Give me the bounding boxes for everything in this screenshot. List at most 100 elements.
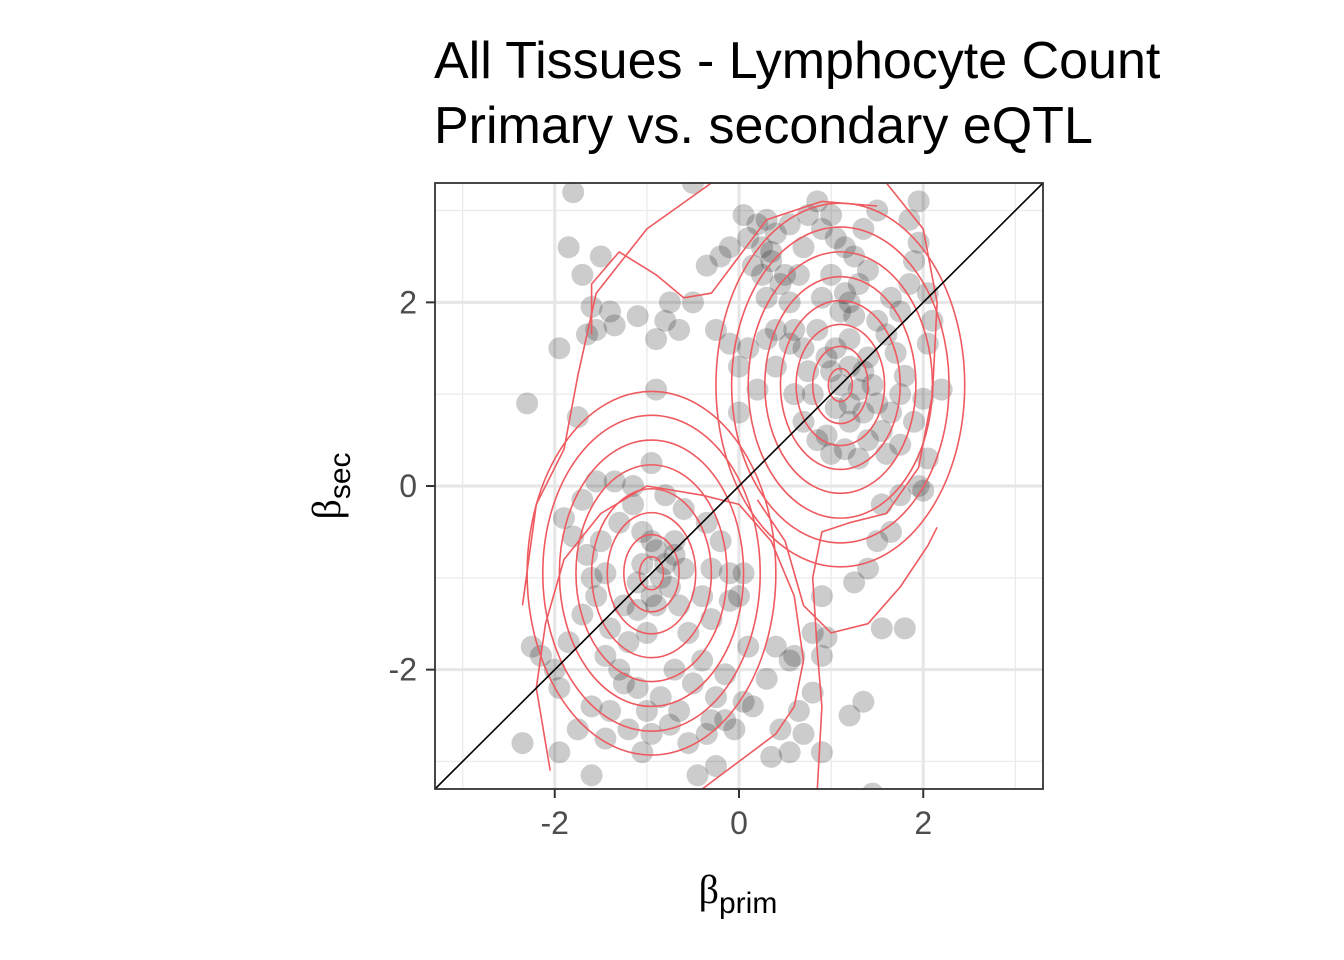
data-point bbox=[787, 699, 810, 722]
data-point bbox=[741, 254, 764, 277]
data-point bbox=[635, 699, 658, 722]
data-point bbox=[626, 677, 649, 699]
data-point bbox=[783, 383, 806, 406]
data-point bbox=[856, 429, 879, 452]
data-point bbox=[912, 387, 935, 410]
data-point bbox=[783, 644, 806, 667]
data-point bbox=[810, 585, 833, 608]
data-point bbox=[746, 213, 769, 236]
data-point bbox=[640, 452, 663, 475]
data-point bbox=[787, 263, 810, 286]
data-point bbox=[566, 718, 589, 741]
data-point bbox=[880, 286, 902, 309]
data-point bbox=[663, 658, 686, 681]
data-point bbox=[824, 396, 847, 419]
data-point bbox=[838, 704, 861, 727]
data-point bbox=[732, 690, 755, 713]
data-point bbox=[856, 259, 879, 282]
x-tick-label: 2 bbox=[914, 805, 932, 841]
y-tick-label: 0 bbox=[399, 468, 417, 504]
data-point bbox=[686, 764, 709, 787]
contour-line bbox=[638, 555, 665, 591]
x-axis-label-symbol: β bbox=[699, 867, 719, 912]
data-point bbox=[829, 300, 852, 323]
data-point bbox=[668, 699, 691, 722]
contour-line bbox=[575, 464, 728, 683]
data-point bbox=[778, 332, 801, 355]
data-point bbox=[792, 236, 815, 259]
data-point bbox=[778, 291, 801, 314]
data-point bbox=[626, 571, 649, 594]
data-point bbox=[562, 183, 585, 204]
data-point bbox=[626, 598, 649, 621]
x-axis-label: βprim bbox=[699, 867, 778, 920]
data-point bbox=[801, 681, 824, 704]
data-point bbox=[704, 755, 727, 778]
data-point bbox=[893, 617, 916, 640]
y-tick-label: 2 bbox=[399, 284, 417, 320]
x-tick-label: -2 bbox=[541, 805, 569, 841]
data-point bbox=[709, 245, 732, 268]
data-point bbox=[760, 250, 783, 273]
data-point bbox=[649, 686, 672, 709]
data-point bbox=[723, 718, 746, 741]
y-axis-label-symbol: β bbox=[304, 499, 349, 519]
data-point bbox=[585, 470, 608, 493]
data-point bbox=[774, 263, 797, 286]
data-point bbox=[612, 672, 635, 695]
data-point bbox=[820, 442, 843, 465]
data-point bbox=[810, 741, 833, 764]
data-point bbox=[608, 658, 631, 681]
data-point bbox=[746, 378, 769, 401]
data-point bbox=[764, 635, 787, 658]
data-point bbox=[852, 690, 875, 713]
contour-line bbox=[535, 485, 805, 789]
data-point bbox=[806, 190, 829, 213]
data-point bbox=[778, 741, 801, 764]
contour-line bbox=[521, 183, 938, 789]
data-point bbox=[612, 594, 635, 617]
data-point bbox=[810, 644, 833, 667]
data-point bbox=[852, 401, 875, 424]
data-point bbox=[622, 493, 645, 516]
data-point bbox=[594, 644, 617, 667]
data-point bbox=[677, 621, 700, 644]
data-point bbox=[815, 424, 838, 447]
data-point bbox=[520, 635, 543, 658]
data-point bbox=[889, 300, 912, 323]
data-point bbox=[866, 392, 889, 415]
contour-line bbox=[590, 200, 878, 335]
data-point bbox=[704, 686, 727, 709]
data-point bbox=[668, 318, 691, 341]
data-points bbox=[511, 183, 953, 789]
data-point bbox=[838, 355, 861, 378]
contour-line bbox=[590, 487, 713, 659]
data-point bbox=[838, 392, 861, 415]
data-point bbox=[838, 328, 861, 351]
data-point bbox=[806, 429, 829, 452]
data-point bbox=[631, 520, 654, 543]
data-point bbox=[843, 245, 866, 268]
data-point bbox=[645, 378, 668, 401]
data-point bbox=[843, 305, 866, 328]
data-point bbox=[585, 318, 608, 341]
data-point bbox=[658, 291, 681, 314]
data-point bbox=[681, 672, 704, 695]
contour-line bbox=[730, 226, 950, 544]
data-point bbox=[640, 585, 663, 608]
data-point bbox=[852, 360, 875, 383]
data-point bbox=[778, 213, 801, 236]
contour-line bbox=[795, 323, 886, 447]
y-axis-label: βsec bbox=[304, 452, 357, 519]
data-point bbox=[552, 507, 575, 530]
y-tick-label: -2 bbox=[389, 652, 417, 688]
data-point bbox=[843, 571, 866, 594]
data-point bbox=[728, 585, 750, 608]
data-point bbox=[760, 745, 783, 768]
data-point bbox=[603, 314, 626, 337]
data-point bbox=[820, 360, 843, 383]
data-point bbox=[815, 346, 838, 369]
data-point bbox=[801, 621, 824, 644]
data-point bbox=[760, 240, 783, 263]
data-point bbox=[862, 782, 883, 789]
